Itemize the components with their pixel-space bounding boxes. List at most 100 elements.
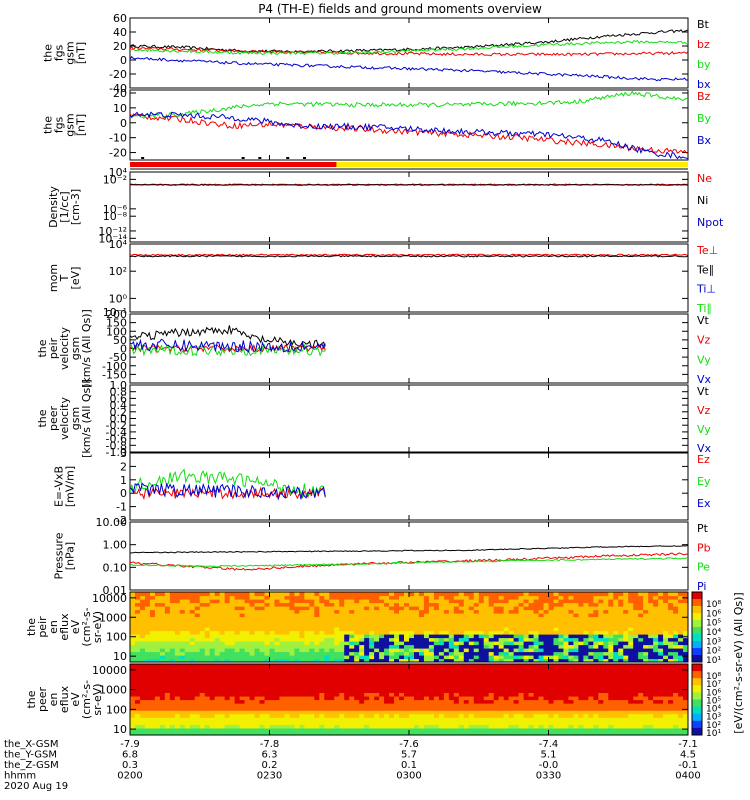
fgs_gsm-legend-1: bz [697,38,710,51]
peir_velocity-ytick-7: -150 [102,368,127,381]
efield-series-Ey [130,468,326,498]
colorbar-tick-1-0: 10⁸ [706,672,721,682]
peer_velocity-ytick-7: -0.4 [106,426,127,439]
peir_velocity-ytick-6: -100 [102,360,127,373]
temp-ylabel-1: T [58,274,71,282]
peer_spectrum-ylabel-3: eflux [58,685,71,713]
peer_velocity-ytick-0: 1.0 [110,379,128,392]
temp-ytick-1: 10² [109,265,127,278]
efield-ytick-5: -2 [116,514,127,527]
peer_velocity-frame [129,384,689,453]
peer_spectrum-ylabel-6: sr-eV) [91,683,104,715]
peer_velocity-ytick-3: 0.4 [110,399,128,412]
pressure-series-Pt [130,545,688,554]
xaxis-value-2-3: -0.0 [539,760,559,771]
density-legend-0: Ne [697,172,712,185]
density-frame [129,171,689,243]
density-ylabel-2: [cm-3] [69,189,82,225]
fgs_gsm2-legend-2: Bx [697,134,712,147]
peir_spectrum-ytick-1: 1000 [99,611,127,624]
fgs_gsm2-series-Bx [130,111,688,160]
peer_velocity-ytick-8: -0.6 [106,433,127,446]
pressure-frame [129,521,689,591]
pressure-legend-0: Pt [697,522,709,535]
fgs_gsm2-frame [129,89,689,161]
peir_velocity-ylabel-4: [km/s (All Qs)] [80,309,93,388]
fgs_gsm2-series-Bz [130,113,688,154]
peir_spectrum-ytick-3: 10 [113,650,127,663]
peer_velocity-legend-2: Vy [697,423,711,436]
fgs_gsm-series-by [130,39,688,56]
peer_velocity-ylabel-1: peer [47,406,60,432]
efield-ylabel-0: E=-VxB [53,466,66,507]
fgs_gsm2-ytick-4: -20 [109,147,127,160]
fgs_gsm-series-bz [130,46,688,57]
peir_velocity-ytick-2: 100 [106,325,127,338]
pressure-series-Pe [130,557,688,568]
density-ylabel-0: Density [47,186,60,228]
colorbar-tick-1-3: 10⁵ [706,696,721,706]
xaxis-date: 2020 Aug 19 [4,781,68,792]
efield-ytick-0: 3 [120,447,127,460]
colorbar-group: 10⁸10⁶10⁵10⁴10³10²10¹10⁸10⁷10⁶10⁵10⁴10³1… [691,591,745,739]
xaxis-value-0-3: -7.4 [539,739,559,750]
efield-ytick-4: -1 [116,501,127,514]
efield-ytick-3: 0 [120,487,127,500]
xaxis-value-2-4: -0.1 [678,760,698,771]
xaxis-value-0-1: -7.8 [260,739,280,750]
xaxis-value-3-2: 0300 [396,771,421,782]
fgs_gsm-ylabel-3: [nT] [75,42,88,64]
peer_velocity-ytick-6: -0.2 [106,419,127,432]
colorbar-tick-0-2: 10⁵ [706,619,721,629]
peer_spectrum-ylabel-1: peer [36,687,49,713]
colorbar-tick-0-4: 10³ [706,637,721,647]
colorbar-tick-1-2: 10⁶ [706,688,721,698]
peer_spectrum-ylabel-4: eV [69,692,82,707]
xaxis-value-1-4: 4.5 [680,750,696,761]
peir_spectrum-ylabel-4: eV [69,619,82,634]
xaxis-row-label-0: the_X-GSM [4,739,58,750]
peir_velocity-series-Vt [130,325,326,349]
density-ytick-3: 10⁻⁸ [103,210,128,223]
xaxis-value-2-0: 0.3 [122,760,138,771]
x-axis-group: the_X-GSM -7.9 -7.8 -7.6 -7.4 -7.1 the_Y-GSM 6.… [4,739,701,792]
fgs_gsm-ylabel-2: gsm [64,41,77,64]
colorbar-tick-1-7: 10¹ [706,729,721,739]
colorbar-tick-0-0: 10⁸ [706,600,721,610]
peer_spectrum-ytick-0: 10000 [92,664,127,677]
pressure-legend-1: Pb [697,541,711,554]
temp-legend-0: Te⊥ [696,244,718,257]
fgs_gsm2-series-By [130,90,688,119]
peir_spectrum-ylabel-6: sr-eV) [91,611,104,643]
plot-title: P4 (TH-E) fields and ground moments over… [258,2,542,16]
density-ytick-2: 10⁻⁶ [103,203,128,216]
peir_velocity-legend-3: Vx [697,373,712,386]
peer_velocity-legend-1: Vz [697,404,711,417]
peir_spectrum-ytick-2: 100 [106,631,127,644]
fgs_gsm2-ytick-1: 10 [113,102,127,115]
fgs_gsm2-ylabel-0: the [42,116,55,134]
colorbar-tick-0-3: 10⁴ [706,628,721,638]
xaxis-value-1-1: 6.3 [262,750,278,761]
peir_velocity-ylabel-0: the [36,339,49,357]
fgs_gsm2-ylabel-3: [nT] [75,114,88,136]
peir_spectrum-ylabel-2: en [47,620,60,634]
peir_velocity-ytick-4: 0 [120,343,127,356]
peir_velocity-ytick-1: 150 [106,317,127,330]
fgs_gsm-ytick-5: -40 [109,82,127,95]
flag-red [130,162,337,167]
pressure-legend-2: Pe [697,561,710,574]
peer_velocity-ytick-10: -1.0 [106,446,127,459]
pressure-legend-3: Pi [697,580,706,593]
xaxis-value-3-0: 0200 [117,771,142,782]
fgs_gsm-legend-3: bx [697,78,711,91]
peer_velocity-legend-3: Vx [697,442,712,455]
peir_spectrum-ytick-0: 10000 [92,592,127,605]
peer_velocity-ytick-1: 0.8 [110,386,128,399]
peir_velocity-legend-0: Vt [697,314,710,327]
fgs_gsm-ytick-0: 60 [113,12,127,25]
fgs_gsm-legend-0: Bt [697,18,710,31]
peer_velocity-ylabel-2: velocity [58,397,71,440]
